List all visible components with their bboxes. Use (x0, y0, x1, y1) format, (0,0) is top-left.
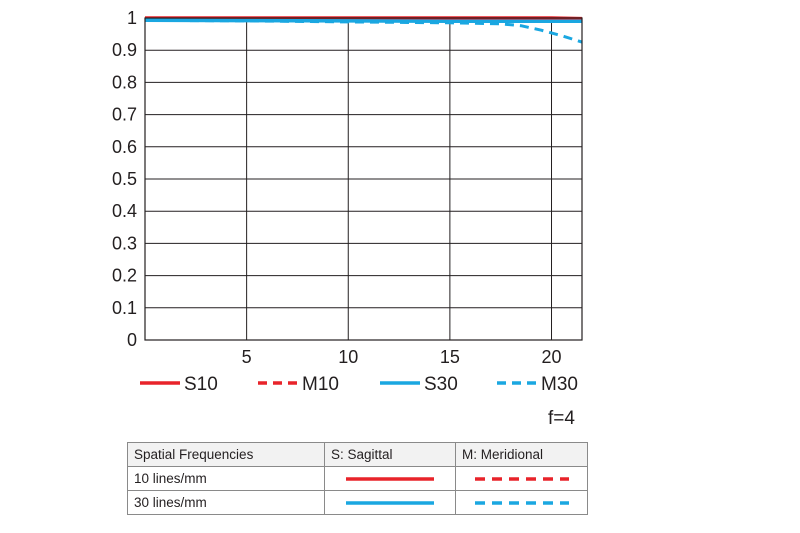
y-tick-label: 0.8 (112, 72, 137, 92)
y-tick-label: 0.1 (112, 298, 137, 318)
y-tick-label: 0.5 (112, 169, 137, 189)
y-tick-label: 1 (127, 8, 137, 28)
y-tick-label: 0.7 (112, 105, 137, 125)
frequency-legend-table: Spatial Frequencies S: Sagittal M: Merid… (127, 442, 588, 515)
x-tick-label: 20 (541, 347, 561, 367)
y-tick-label: 0.2 (112, 266, 137, 286)
table-row: 30 lines/mm (127, 490, 588, 515)
header-sagittal: S: Sagittal (324, 442, 456, 467)
sagittal-swatch-cell (324, 466, 456, 491)
legend-label-s30: S30 (424, 374, 458, 395)
legend-label-s10: S10 (184, 374, 218, 395)
x-tick-label: 15 (440, 347, 460, 367)
x-tick-label: 5 (242, 347, 252, 367)
y-tick-label: 0.6 (112, 137, 137, 157)
table-header-row: Spatial Frequencies S: Sagittal M: Merid… (127, 442, 588, 467)
legend-label-m10: M10 (302, 374, 339, 395)
y-axis-tick-labels: 0 0.1 0.2 0.3 0.4 0.5 0.6 0.7 0.8 0.9 1 (112, 8, 137, 350)
y-tick-label: 0 (127, 330, 137, 350)
series-line-m10 (145, 16, 583, 22)
x-tick-label: 10 (338, 347, 358, 367)
aperture-note: f=4 (548, 408, 575, 429)
row-label: 10 lines/mm (127, 466, 325, 491)
plot-frame (144, 17, 583, 341)
chart-grid (145, 17, 582, 341)
plot-border (144, 17, 583, 341)
x-axis-tick-labels: 5 10 15 20 (242, 347, 562, 367)
meridional-swatch-cell (455, 466, 588, 491)
chart-series (144, 16, 583, 44)
sagittal-10-swatch (346, 476, 434, 481)
y-tick-label: 0.9 (112, 40, 137, 60)
row-label: 30 lines/mm (127, 490, 325, 515)
series-line-m30 (144, 18, 583, 44)
sagittal-swatch-cell (324, 490, 456, 515)
header-spatial-frequencies: Spatial Frequencies (127, 442, 325, 467)
legend-label-m30: M30 (541, 374, 578, 395)
series-line-s30 (144, 18, 582, 23)
sagittal-30-swatch (346, 500, 434, 505)
y-tick-label: 0.4 (112, 201, 137, 221)
mtf-chart: 0 0.1 0.2 0.3 0.4 0.5 0.6 0.7 0.8 0.9 1 5 10 15 20 S1… (112, 8, 583, 395)
chart-legend: S10 M10 S30 M30 (140, 374, 578, 395)
table-row: 10 lines/mm (127, 466, 588, 491)
header-meridional: M: Meridional (455, 442, 588, 467)
y-tick-label: 0.3 (112, 233, 137, 253)
meridional-30-swatch (474, 500, 569, 505)
meridional-10-swatch (474, 476, 569, 481)
meridional-swatch-cell (455, 490, 588, 515)
